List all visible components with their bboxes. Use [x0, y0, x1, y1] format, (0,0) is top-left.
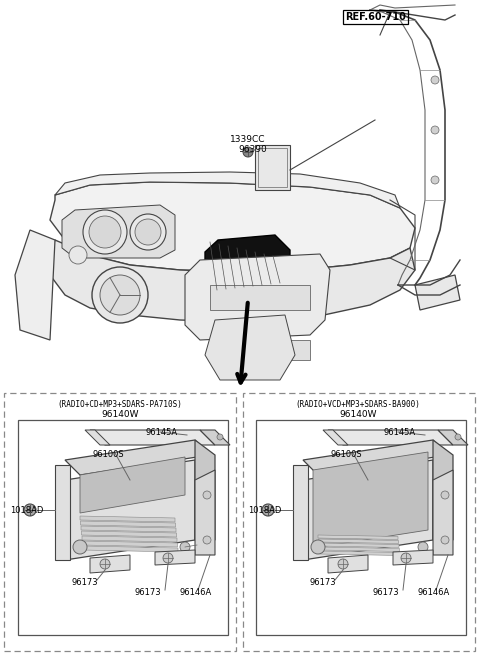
- Circle shape: [431, 76, 439, 84]
- Circle shape: [89, 216, 121, 248]
- Polygon shape: [185, 254, 330, 340]
- Polygon shape: [90, 555, 130, 573]
- Text: REF.60-710: REF.60-710: [345, 12, 406, 22]
- Bar: [210, 340, 310, 360]
- Circle shape: [83, 210, 127, 254]
- Polygon shape: [415, 275, 460, 310]
- Polygon shape: [303, 460, 433, 560]
- Circle shape: [73, 540, 87, 554]
- Polygon shape: [50, 240, 415, 322]
- Text: 96140W: 96140W: [101, 410, 139, 419]
- Text: 96173: 96173: [310, 578, 336, 587]
- Circle shape: [100, 275, 140, 315]
- Circle shape: [203, 536, 211, 544]
- Polygon shape: [195, 440, 215, 540]
- Polygon shape: [293, 465, 308, 560]
- Polygon shape: [55, 172, 400, 208]
- Circle shape: [311, 540, 325, 554]
- Polygon shape: [50, 182, 415, 272]
- Bar: [4, 393, 236, 651]
- Bar: [255, 145, 290, 190]
- Polygon shape: [65, 460, 195, 560]
- Polygon shape: [320, 547, 399, 552]
- Text: 96145A: 96145A: [146, 428, 178, 437]
- Polygon shape: [205, 235, 290, 297]
- Circle shape: [401, 553, 411, 563]
- Circle shape: [441, 491, 449, 499]
- Polygon shape: [195, 470, 215, 555]
- Bar: [243, 393, 475, 651]
- Polygon shape: [81, 526, 176, 532]
- Circle shape: [135, 219, 161, 245]
- Polygon shape: [328, 430, 453, 445]
- Polygon shape: [313, 452, 428, 548]
- Text: 96173: 96173: [372, 588, 399, 597]
- Circle shape: [92, 267, 148, 323]
- Polygon shape: [81, 521, 176, 527]
- Polygon shape: [328, 555, 368, 573]
- Polygon shape: [83, 546, 178, 552]
- Circle shape: [130, 214, 166, 250]
- Circle shape: [24, 504, 36, 516]
- Text: 1339CC: 1339CC: [230, 135, 265, 144]
- Polygon shape: [80, 457, 185, 513]
- Polygon shape: [438, 430, 468, 445]
- Polygon shape: [393, 550, 433, 565]
- Text: 1018AD: 1018AD: [10, 506, 43, 515]
- Circle shape: [418, 542, 428, 552]
- Text: 96173: 96173: [135, 588, 161, 597]
- Circle shape: [455, 434, 461, 440]
- Circle shape: [441, 536, 449, 544]
- Circle shape: [69, 246, 87, 264]
- Polygon shape: [82, 531, 177, 537]
- Text: (RADIO+CD+MP3+SDARS-PA710S): (RADIO+CD+MP3+SDARS-PA710S): [58, 400, 182, 409]
- Polygon shape: [83, 541, 178, 547]
- Polygon shape: [82, 536, 177, 542]
- Polygon shape: [320, 551, 400, 556]
- Circle shape: [100, 559, 110, 569]
- Circle shape: [431, 176, 439, 184]
- Text: 96173: 96173: [72, 578, 98, 587]
- Bar: [210, 285, 310, 310]
- Polygon shape: [15, 230, 55, 340]
- Polygon shape: [318, 535, 398, 539]
- Bar: [18, 420, 228, 635]
- Polygon shape: [205, 315, 295, 380]
- Text: 96145A: 96145A: [384, 428, 416, 437]
- Text: 96100S: 96100S: [92, 450, 124, 459]
- Polygon shape: [433, 440, 453, 540]
- Polygon shape: [55, 465, 70, 560]
- Bar: [256, 420, 466, 635]
- Text: 1018AD: 1018AD: [248, 506, 281, 515]
- Polygon shape: [155, 550, 195, 565]
- Polygon shape: [319, 539, 398, 544]
- Polygon shape: [85, 430, 110, 445]
- Circle shape: [217, 434, 223, 440]
- Text: 96140W: 96140W: [339, 410, 377, 419]
- Text: 96146A: 96146A: [180, 588, 212, 597]
- Text: 96100S: 96100S: [330, 450, 362, 459]
- Polygon shape: [62, 205, 175, 258]
- Polygon shape: [65, 440, 210, 475]
- Polygon shape: [200, 430, 230, 445]
- Text: (RADIO+VCD+MP3+SDARS-BA900): (RADIO+VCD+MP3+SDARS-BA900): [296, 400, 420, 409]
- Bar: [258, 148, 287, 187]
- Circle shape: [243, 147, 253, 157]
- Circle shape: [180, 542, 190, 552]
- Polygon shape: [323, 430, 348, 445]
- Circle shape: [203, 491, 211, 499]
- Polygon shape: [433, 470, 453, 555]
- Polygon shape: [90, 430, 215, 445]
- Polygon shape: [80, 516, 175, 522]
- Text: 96390: 96390: [238, 145, 267, 154]
- Polygon shape: [303, 440, 448, 475]
- Circle shape: [163, 553, 173, 563]
- Circle shape: [431, 126, 439, 134]
- Circle shape: [262, 504, 274, 516]
- Polygon shape: [319, 543, 399, 548]
- Text: 96146A: 96146A: [418, 588, 450, 597]
- Circle shape: [338, 559, 348, 569]
